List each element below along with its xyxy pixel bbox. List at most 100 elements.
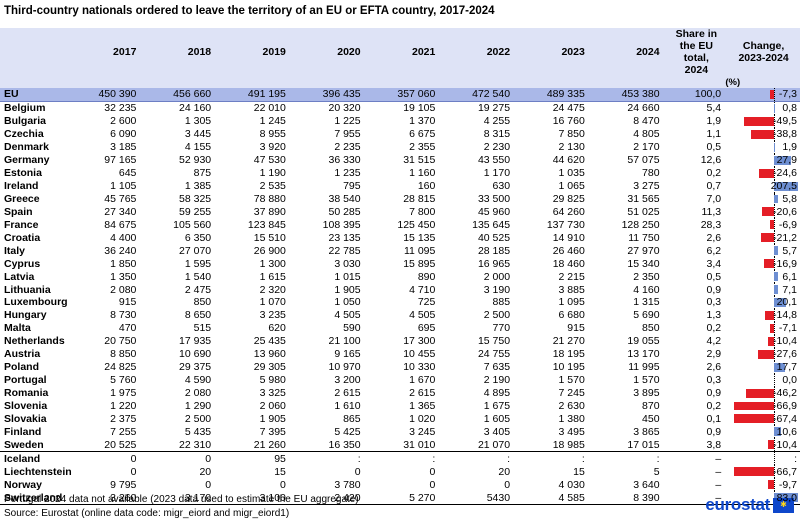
value-cell: 15 xyxy=(573,465,585,478)
value-cell: 28 185 xyxy=(477,244,511,257)
share-cell: 0,2 xyxy=(706,167,722,180)
change-zero-line xyxy=(774,218,776,232)
value-cell: 5 760 xyxy=(110,374,137,387)
value-cell: 6 090 xyxy=(110,128,137,141)
value-cell: 15 340 xyxy=(627,257,660,270)
change-cell: : xyxy=(727,451,800,466)
country-name: Bulgaria xyxy=(4,115,47,128)
share-cell: – xyxy=(665,451,728,466)
country-name: Liechtenstein xyxy=(4,465,72,478)
country-name: Luxembourg xyxy=(4,296,68,309)
table-row: Sweden 20 525 22 310 21 260 16 350 31 010 21 0… xyxy=(0,438,800,452)
change-cell: -16,9 xyxy=(727,257,800,271)
value-cell: 2 080 xyxy=(184,387,212,400)
country-name: Austria xyxy=(4,348,41,361)
change-value: -49,5 xyxy=(773,115,797,128)
share-cell: 3,4 xyxy=(706,257,722,270)
header-country-cell xyxy=(0,28,68,76)
change-bar xyxy=(774,285,779,294)
change-cell: -27,6 xyxy=(727,347,800,361)
value-cell: 472 540 xyxy=(441,88,517,102)
value-cell: 58 325 xyxy=(179,192,212,205)
value-cell: 40 525 xyxy=(477,231,511,244)
country-name: Italy xyxy=(4,244,26,257)
eurostat-logo: eurostat ✱ xyxy=(705,495,794,515)
change-value: 5,8 xyxy=(782,192,797,205)
value-cell: 3 920 xyxy=(259,141,286,154)
change-zero-line xyxy=(774,257,776,271)
change-cell: 207,5 xyxy=(727,179,800,193)
share-cell: 28,3 xyxy=(700,218,722,231)
country-name: Cyprus xyxy=(4,257,41,270)
value-cell: 1 095 xyxy=(558,296,585,309)
table-row: Luxembourg 915 850 1 070 1 050 725 885 1 095 1 3… xyxy=(0,296,800,309)
value-cell: 1 170 xyxy=(483,167,511,180)
value-cell: 1 370 xyxy=(409,115,436,128)
value-cell: 28 815 xyxy=(403,192,436,205)
share-cell: 0,9 xyxy=(706,425,722,438)
value-cell: 0 xyxy=(142,451,218,466)
value-cell: 15 135 xyxy=(403,231,436,244)
value-cell: 695 xyxy=(417,322,436,335)
value-cell: 22 010 xyxy=(253,102,286,115)
header-year-2018: 2018 xyxy=(142,28,218,76)
value-cell: 4 805 xyxy=(633,128,660,141)
share-cell: 7,0 xyxy=(706,192,722,205)
value-cell: 20 320 xyxy=(328,102,361,115)
header-unit: (%) xyxy=(665,76,800,88)
value-cell: 2 420 xyxy=(291,491,367,506)
change-zero-line xyxy=(774,321,776,335)
value-cell: 36 330 xyxy=(328,154,361,167)
value-cell: 15 895 xyxy=(403,257,436,270)
change-cell: -14,8 xyxy=(727,308,800,322)
change-zero-line xyxy=(774,308,776,322)
value-cell: 84 675 xyxy=(104,218,137,231)
change-value: -20,6 xyxy=(773,205,797,218)
value-cell: 19 055 xyxy=(627,335,660,348)
table-row: Switzerland 3 260 3 170 3 100 2 420 5 270 5430… xyxy=(0,491,800,506)
value-cell: 105 560 xyxy=(173,218,212,231)
value-cell: 13 170 xyxy=(627,348,660,361)
country-name: Germany xyxy=(4,154,50,167)
country-name: Slovakia xyxy=(4,412,47,425)
value-cell: 95 xyxy=(217,451,292,466)
table-row: Austria 8 850 10 690 13 960 9 165 10 455 24 75… xyxy=(0,347,800,361)
change-cell: 1,9 xyxy=(727,140,800,154)
change-cell: -7,3 xyxy=(727,88,800,102)
value-cell: 0 xyxy=(130,465,137,478)
value-cell: 3 170 xyxy=(142,491,218,506)
value-cell: 6 675 xyxy=(409,128,436,141)
share-cell: 4,2 xyxy=(706,335,722,348)
value-cell: 7 635 xyxy=(483,361,511,374)
header-unit-row: (%) xyxy=(0,76,800,88)
value-cell: 43 550 xyxy=(477,154,511,167)
value-cell: 31 515 xyxy=(403,154,436,167)
value-cell: 1 385 xyxy=(184,180,212,193)
source-note: Source: Eurostat (online data code: migr… xyxy=(4,508,290,519)
change-value: 17,7 xyxy=(776,361,797,374)
value-cell: 21 100 xyxy=(328,335,361,348)
logo-text: eurostat xyxy=(705,495,770,514)
value-cell: 8 390 xyxy=(590,491,666,506)
change-bar xyxy=(761,207,775,217)
share-cell: 1,3 xyxy=(706,309,722,322)
country-name: Romania xyxy=(4,387,49,400)
table-row: Greece 45 765 58 325 78 880 38 540 28 815 33 5… xyxy=(0,192,800,206)
change-cell: -67,4 xyxy=(727,412,800,426)
value-cell: 64 260 xyxy=(552,205,585,218)
share-cell: 2,9 xyxy=(706,348,722,361)
share-cell: 11,3 xyxy=(701,205,722,218)
change-bar xyxy=(774,272,778,282)
value-cell: 2 230 xyxy=(483,141,511,154)
value-cell: 1 365 xyxy=(409,399,436,412)
value-cell: 3 495 xyxy=(558,425,585,438)
value-cell: 4 585 xyxy=(516,491,591,506)
table-row: Romania 1 975 2 080 3 325 2 615 2 615 4 895 7 2… xyxy=(0,386,800,400)
value-cell: 0 xyxy=(205,478,212,491)
value-cell: 0 xyxy=(429,465,436,478)
change-cell: 20,1 xyxy=(727,296,800,309)
value-cell: 2 500 xyxy=(184,412,212,425)
value-cell: 11 750 xyxy=(628,231,660,244)
value-cell: 5430 xyxy=(441,491,517,506)
change-value: 0,0 xyxy=(782,374,797,387)
